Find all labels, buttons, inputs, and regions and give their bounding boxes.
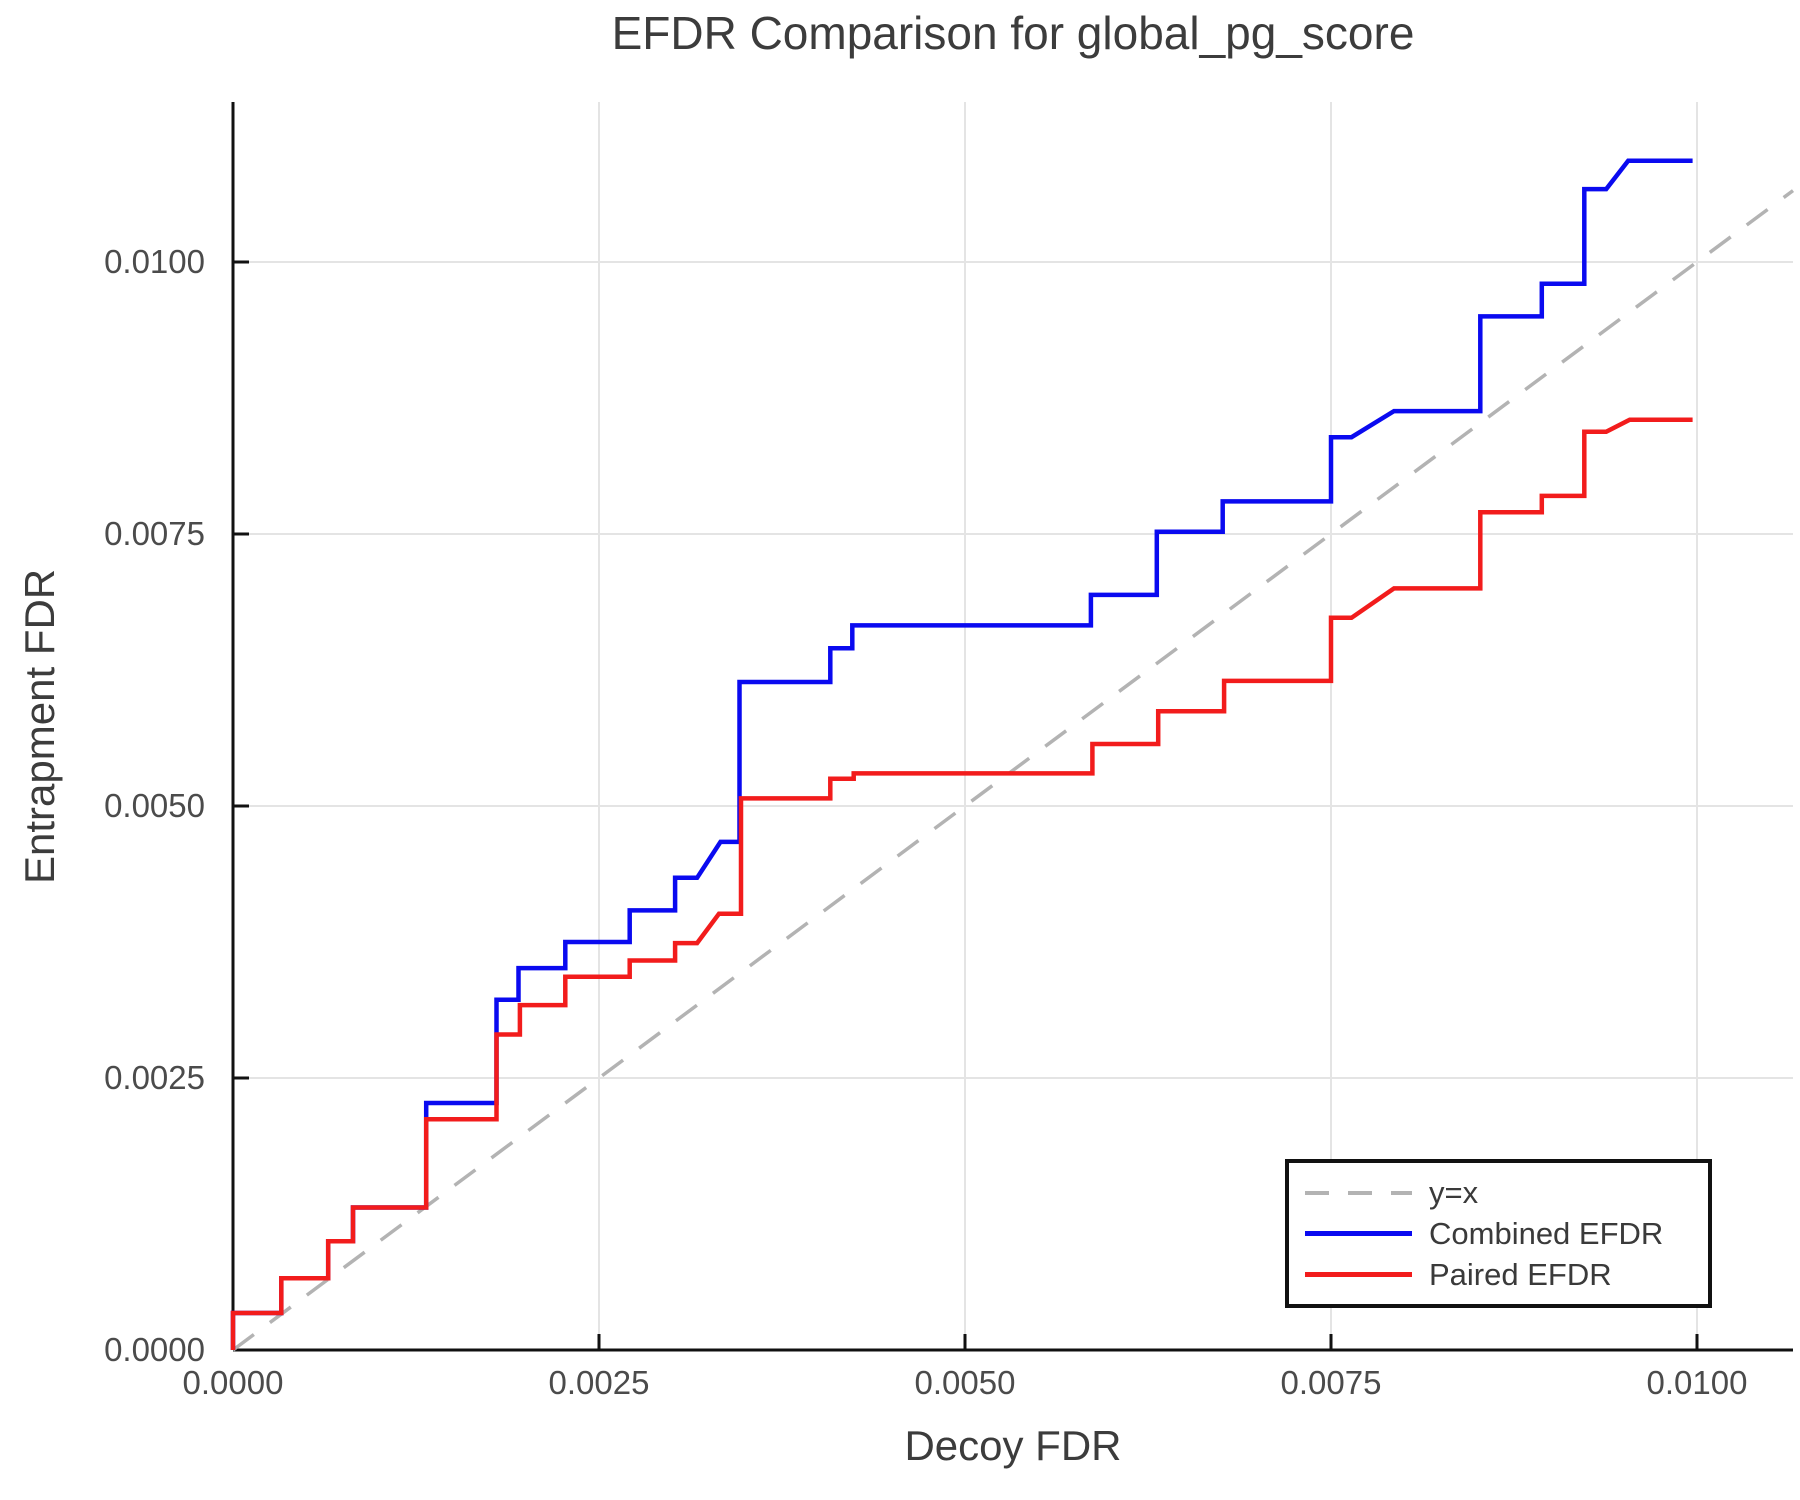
legend-item: y=x bbox=[1305, 1174, 1708, 1210]
legend-label: Combined EFDR bbox=[1429, 1215, 1664, 1251]
legend-label: Paired EFDR bbox=[1429, 1256, 1612, 1292]
chart-title: EFDR Comparison for global_pg_score bbox=[611, 7, 1415, 59]
y-tick-label: 0.0100 bbox=[104, 243, 205, 280]
x-axis-label: Decoy FDR bbox=[904, 1422, 1122, 1469]
y-tick-label: 0.0025 bbox=[104, 1059, 205, 1096]
x-tick-label: 0.0050 bbox=[915, 1364, 1016, 1401]
y-tick-label: 0.0050 bbox=[104, 787, 205, 824]
x-tick-label: 0.0075 bbox=[1281, 1364, 1382, 1401]
y-axis-label: Entrapment FDR bbox=[16, 568, 63, 884]
legend-label: y=x bbox=[1429, 1174, 1479, 1210]
legend-line-sample bbox=[1305, 1190, 1412, 1195]
x-tick-label: 0.0000 bbox=[183, 1364, 284, 1401]
x-tick-label: 0.0100 bbox=[1647, 1364, 1748, 1401]
y-tick-label: 0.0000 bbox=[104, 1331, 205, 1368]
legend-item: Paired EFDR bbox=[1305, 1256, 1708, 1292]
identity-line bbox=[231, 189, 1795, 1352]
legend-line-sample bbox=[1305, 1231, 1412, 1236]
y-tick-label: 0.0075 bbox=[104, 515, 205, 552]
x-tick-label: 0.0025 bbox=[549, 1364, 650, 1401]
legend-box: y=x Combined EFDR Paired EFDR bbox=[1285, 1159, 1712, 1308]
paired-efdr-curve bbox=[230, 417, 1693, 1350]
legend-item: Combined EFDR bbox=[1305, 1215, 1708, 1251]
legend-line-sample bbox=[1305, 1272, 1412, 1277]
